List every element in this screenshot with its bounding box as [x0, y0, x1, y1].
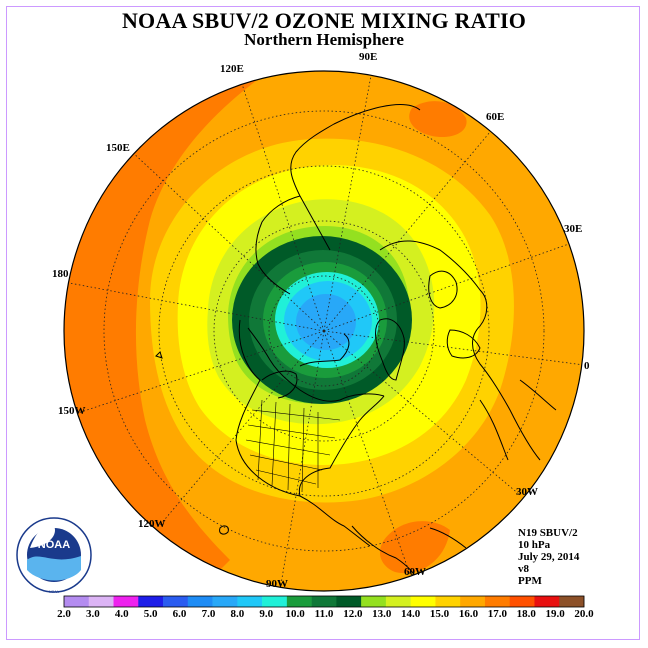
- noaa-logo: [16, 517, 92, 593]
- colorbar-tick-label: 13.0: [372, 608, 392, 620]
- lon-label-150e: 150E: [106, 142, 130, 154]
- colorbar-tick-label: 18.0: [516, 608, 536, 620]
- colorbar-swatch: [113, 596, 139, 607]
- colorbar-swatch: [385, 596, 411, 607]
- colorbar-swatch: [187, 596, 213, 607]
- colorbar-swatch: [286, 596, 312, 607]
- colorbar-tick-label: 14.0: [401, 608, 421, 620]
- lon-label-90w: 90W: [266, 578, 288, 590]
- lon-label-180: 180: [52, 268, 69, 280]
- info-units: PPM: [518, 575, 542, 587]
- info-block: N19 SBUV/2 10 hPa July 29, 2014 v8 PPM: [518, 527, 579, 587]
- colorbar-tick-label: 11.0: [314, 608, 334, 620]
- lon-label-120e: 120E: [220, 63, 244, 75]
- colorbar-swatch: [410, 596, 436, 607]
- lon-label-90e: 90E: [359, 51, 378, 63]
- info-date: July 29, 2014: [518, 551, 580, 563]
- colorbar-tick-label: 9.0: [259, 608, 274, 620]
- latitude-circles: [103, 110, 545, 552]
- colorbar-tick-label: 2.0: [57, 608, 71, 620]
- colorbar: [63, 595, 585, 608]
- colorbar-tick-label: 8.0: [230, 608, 245, 620]
- lon-label-120w: 120W: [138, 518, 166, 530]
- colorbar-tick-label: 10.0: [285, 608, 305, 620]
- colorbar-tick-label: 12.0: [343, 608, 363, 620]
- colorbar-tick-label: 5.0: [143, 608, 158, 620]
- colorbar-swatch: [509, 596, 535, 607]
- field-band-18-south: [379, 521, 450, 574]
- colorbar-swatch: [138, 596, 164, 607]
- colorbar-swatch: [460, 596, 486, 607]
- colorbar-swatch: [435, 596, 461, 607]
- us-state-boundaries: [245, 399, 341, 493]
- colorbar-swatch: [212, 596, 238, 607]
- colorbar-tick-label: 16.0: [458, 608, 479, 620]
- colorbar-swatch: [88, 596, 114, 607]
- lon-label-60e: 60E: [486, 111, 505, 123]
- colorbar-swatch: [484, 596, 511, 607]
- map-title: NOAA SBUV/2 OZONE MIXING RATIO: [121, 8, 527, 33]
- field-band-18-west: [64, 71, 260, 590]
- lon-label-60w: 60W: [404, 566, 426, 578]
- colorbar-tick-label: 4.0: [114, 608, 129, 620]
- colorbar-swatch: [311, 596, 337, 607]
- colorbar-swatch: [237, 596, 263, 607]
- coastlines: [155, 104, 557, 587]
- info-pressure: 10 hPa: [518, 539, 551, 551]
- colorbar-tick-label: 19.0: [545, 608, 565, 620]
- colorbar-swatch: [361, 596, 387, 607]
- colorbar-tick-label: 15.0: [429, 608, 450, 620]
- colorbar-border: [63, 595, 585, 608]
- colorbar-swatch: [559, 596, 585, 607]
- colorbar-swatch: [336, 596, 362, 607]
- colorbar-tick-label: 7.0: [201, 608, 216, 620]
- info-version: v8: [518, 563, 529, 575]
- colorbar-swatch: [534, 596, 560, 607]
- lon-label-0: 0: [584, 360, 590, 372]
- noaa-logo-text: NOAA: [38, 539, 70, 551]
- colorbar-swatch: [262, 596, 288, 607]
- colorbar-swatch: [163, 596, 189, 607]
- colorbar-tick-label: 20.0: [574, 608, 594, 620]
- map-border: [63, 70, 585, 592]
- colorbar-tick-label: 17.0: [487, 608, 507, 620]
- field-band-18-ne: [409, 101, 467, 138]
- colorbar-tick-label: 6.0: [172, 608, 187, 620]
- meridians: [64, 71, 584, 591]
- lon-label-150w: 150W: [58, 405, 86, 417]
- colorbar-swatch: [64, 596, 90, 607]
- map-subtitle: Northern Hemisphere: [244, 30, 404, 49]
- colorbar-tick-label: 3.0: [86, 608, 100, 620]
- noaa-logo-ring-text: NOAA: [49, 590, 60, 594]
- info-satellite: N19 SBUV/2: [518, 527, 578, 539]
- lon-label-30e: 30E: [564, 223, 583, 235]
- lon-label-30w: 30W: [516, 486, 538, 498]
